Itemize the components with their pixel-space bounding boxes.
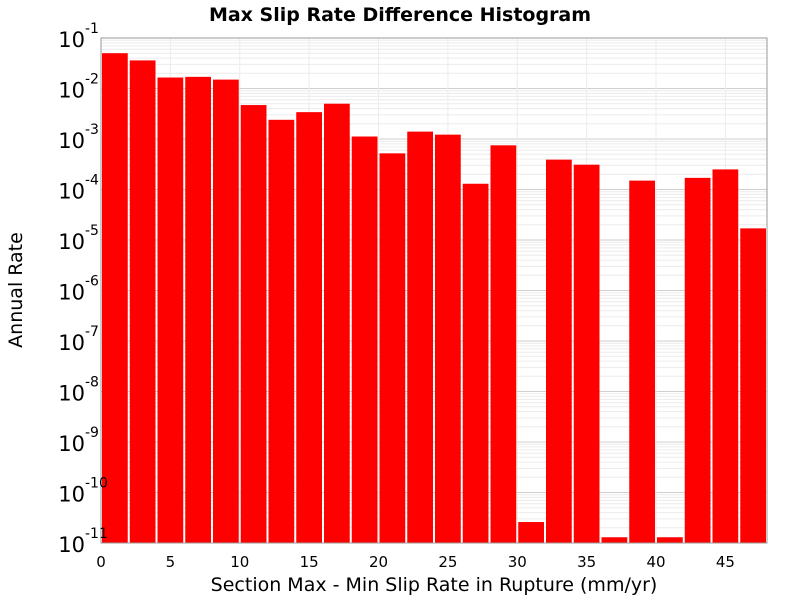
y-tick-labels: 10 -110 -210 -310 -410 -510 -610 -710 -810 -910 -1…: [58, 21, 108, 557]
y-tick-base: 10: [58, 483, 85, 507]
x-tick-label: 10: [230, 553, 249, 571]
y-tick-base: 10: [58, 129, 85, 153]
histogram-bar: [240, 105, 267, 543]
y-tick-exponent: -9: [85, 425, 99, 441]
y-tick-exponent: -7: [85, 324, 99, 340]
x-tick-label: 45: [716, 553, 735, 571]
histogram-bar: [518, 522, 544, 543]
histogram-bar: [157, 77, 184, 544]
y-tick-base: 10: [58, 28, 85, 52]
y-tick-exponent: -6: [85, 274, 99, 290]
y-tick-base: 10: [58, 230, 85, 254]
bars: [102, 53, 766, 544]
y-tick-exponent: -11: [85, 526, 108, 542]
histogram-bar: [435, 134, 461, 543]
grid-lines: [100, 37, 767, 544]
x-tick-label: 15: [300, 553, 319, 571]
histogram-bar: [102, 53, 128, 543]
x-tick-label: 20: [369, 553, 388, 571]
y-tick-exponent: -10: [85, 476, 108, 492]
y-tick-base: 10: [58, 432, 85, 456]
histogram-bar: [324, 103, 350, 543]
y-tick-exponent: -8: [85, 375, 99, 391]
x-tick-label: 0: [96, 553, 106, 571]
y-tick-label: 10 -10: [58, 476, 108, 507]
y-tick-base: 10: [58, 79, 85, 103]
y-tick-label: 10 -3: [58, 122, 99, 153]
chart-title: Max Slip Rate Difference Histogram: [209, 4, 591, 26]
histogram-bar: [268, 119, 295, 544]
y-tick-base: 10: [58, 281, 85, 305]
y-tick-base: 10: [58, 382, 85, 406]
histogram-bar: [185, 76, 211, 544]
y-axis-label: Annual Rate: [5, 232, 27, 348]
y-tick-exponent: -1: [85, 21, 99, 37]
y-tick-exponent: -3: [85, 122, 99, 138]
histogram-bar: [213, 79, 239, 544]
y-tick-label: 10 -2: [58, 72, 99, 103]
histogram-bar: [546, 159, 572, 543]
plot-frame: [100, 37, 768, 544]
histogram-bar: [601, 537, 628, 543]
histogram-bar: [573, 164, 600, 543]
y-tick-label: 10 -5: [58, 223, 99, 254]
histogram-bar: [657, 537, 683, 543]
y-tick-label: 10 -8: [58, 375, 99, 406]
y-tick-base: 10: [58, 180, 85, 204]
y-tick-exponent: -2: [85, 72, 99, 88]
y-tick-label: 10 -1: [58, 21, 99, 52]
x-tick-label: 30: [508, 553, 527, 571]
y-tick-label: 10 -11: [58, 526, 108, 557]
x-tick-labels: 0 5 10 15 20 25 30 35 40 45: [96, 553, 735, 571]
y-tick-label: 10 -7: [58, 324, 99, 355]
histogram-bar: [379, 153, 406, 543]
x-tick-label: 40: [646, 553, 665, 571]
histogram-bar: [684, 177, 711, 544]
histogram-bar: [296, 112, 322, 543]
x-tick-label: 35: [577, 553, 596, 571]
y-tick-label: 10 -9: [58, 425, 99, 456]
histogram-bar: [129, 60, 156, 543]
x-tick-label: 5: [166, 553, 176, 571]
x-axis-label: Section Max - Min Slip Rate in Rupture (…: [211, 574, 658, 596]
y-tick-exponent: -5: [85, 223, 99, 239]
histogram-bar: [740, 228, 766, 544]
histogram-bar: [351, 136, 378, 543]
histogram-bar: [629, 180, 655, 544]
y-tick-label: 10 -6: [58, 274, 99, 305]
y-tick-base: 10: [58, 331, 85, 355]
x-tick-label: 25: [438, 553, 457, 571]
histogram-bar: [407, 131, 433, 543]
histogram-bar: [462, 183, 489, 543]
y-tick-exponent: -4: [85, 173, 99, 189]
y-tick-base: 10: [58, 533, 85, 557]
histogram-bar: [712, 169, 739, 543]
y-tick-label: 10 -4: [58, 173, 99, 204]
histogram-bar: [490, 145, 517, 543]
